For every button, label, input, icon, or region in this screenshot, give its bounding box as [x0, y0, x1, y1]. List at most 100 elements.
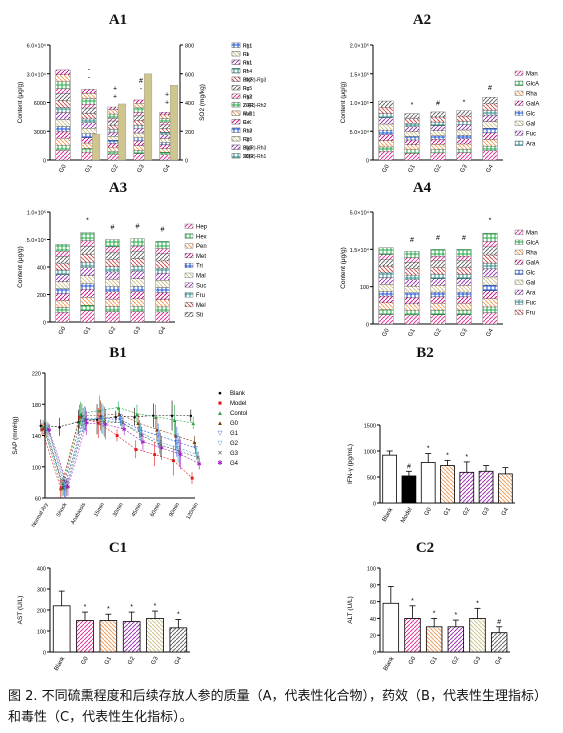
- a4-bar-segment: [456, 285, 472, 293]
- a4-legend-swatch: [514, 239, 524, 245]
- a1-bar-segment: [55, 145, 71, 151]
- a4-bar-segment: [378, 254, 394, 260]
- b2-x-tick-label: G4: [501, 506, 511, 517]
- a4-bar-segment: [456, 296, 472, 304]
- a4-bar-segment: [456, 291, 472, 297]
- a1-y-tick-label: 3.0×10⁴: [27, 71, 47, 78]
- a1-x-tick-label: G1: [85, 163, 95, 174]
- b1-legend-label: G4: [230, 461, 239, 467]
- a3-y-tick-label: 400: [37, 266, 46, 272]
- a1-y2-tick-label: 800: [185, 44, 194, 50]
- b2-x-tick-label: G1: [443, 506, 453, 517]
- a3-x-tick-label: G1: [83, 325, 93, 336]
- b2-annotation: *: [427, 446, 430, 453]
- c2-annotation: *: [454, 612, 457, 619]
- figure-caption: 图 2. 不同硫熏程度和后续存放人参的质量（A，代表性化合物），药效（B，代表性…: [8, 689, 547, 725]
- a1-legend-label: Rg1: [243, 44, 252, 50]
- a3-legend-label: Mel: [196, 303, 206, 309]
- b1-point: ✕: [177, 449, 182, 455]
- a1-legend-label: Rg2: [243, 95, 252, 101]
- a4-annotation: #: [462, 235, 466, 242]
- a4-bar-segment: [482, 262, 498, 269]
- a2-bar-segment: [404, 139, 420, 145]
- a3-bar-segment: [105, 279, 120, 287]
- a4-legend-swatch: [514, 309, 524, 315]
- a3-bar-segment: [80, 267, 95, 276]
- a3-bar-segment: [55, 251, 70, 257]
- a1-so2-bar: [143, 73, 153, 161]
- a4-y-tick-label: 1.5×10⁴: [350, 247, 370, 254]
- a4-bar-segment: [404, 303, 420, 311]
- b1-legend-label: Contol: [230, 411, 247, 417]
- a1-legend-swatch: [231, 102, 241, 108]
- a4-legend-label: Fuc: [526, 301, 536, 307]
- a3-bar-segment: [130, 265, 145, 272]
- c2-bar: [469, 618, 486, 653]
- b1-point: ■: [96, 421, 100, 427]
- a1-bar-segment: [55, 88, 71, 94]
- a4-bar-segment: [404, 257, 420, 263]
- b1-point: ■: [153, 452, 157, 458]
- a3-bar-segment: [130, 258, 145, 267]
- b1-series-line: [40, 415, 191, 428]
- a3-bar-segment: [55, 288, 70, 294]
- c1-bar: [99, 620, 118, 653]
- a2-y-tick-label: 0: [366, 159, 369, 165]
- a1-annotation: +: [113, 86, 117, 93]
- b1-point: ✱: [65, 484, 70, 491]
- c1-x-tick-label: Blank: [54, 655, 67, 672]
- a4-bar-segment: [456, 303, 472, 311]
- a1-annotation: +: [165, 99, 169, 106]
- b2-bar: [401, 475, 417, 504]
- c1-bar: [76, 620, 94, 653]
- b1-point: ✕: [102, 420, 107, 426]
- a2-bar-segment: [378, 130, 394, 135]
- a2-bar-segment: [430, 144, 446, 150]
- b1-point: ▽: [62, 486, 67, 492]
- a4-bar-segment: [482, 268, 498, 278]
- c1-bar: [146, 618, 164, 653]
- a2-bar-segment: [456, 124, 472, 131]
- c1-y-tick-label: 100: [37, 630, 46, 636]
- a4-bar-segment: [404, 292, 420, 298]
- a3-legend-label: Fru: [196, 293, 205, 299]
- b1-x-tick-label: 60min: [150, 502, 163, 518]
- a1-legend-swatch: [231, 59, 241, 65]
- a4-legend-swatch: [514, 289, 524, 295]
- a3-bar-segment: [155, 280, 170, 288]
- a1-bar-segment: [55, 119, 71, 127]
- a3-bar-segment: [105, 246, 120, 253]
- a4-x-tick-label: G0: [382, 327, 392, 338]
- b1-point: ✕: [64, 486, 69, 492]
- a1-y-tick-label: 6.0×10⁴: [27, 43, 47, 50]
- a2-legend-swatch: [514, 100, 524, 106]
- a2-bar-segment: [482, 150, 498, 161]
- a3-bar-segment: [155, 299, 170, 308]
- a1-legend-label: Rb1: [243, 61, 252, 67]
- a4-y-tick-label: 0: [366, 323, 369, 329]
- a1-legend-label: Z-R1: [243, 103, 254, 109]
- a1-x-tick-label: G4: [163, 163, 173, 174]
- b1-point: ■: [134, 447, 138, 453]
- c1-x-tick-label: G4: [174, 655, 184, 666]
- a2-bar-segment: [404, 113, 420, 119]
- a2-bar-segment: [482, 121, 498, 129]
- a1-legend-swatch: [231, 119, 241, 125]
- a4-bar-segment: [456, 255, 472, 261]
- b1-point: ▽: [100, 416, 105, 422]
- b1-point: ✕: [139, 434, 144, 440]
- c2-x-tick-label: G3: [473, 655, 483, 666]
- a3-bar-segment: [155, 267, 170, 274]
- a1-bar-segment: [55, 126, 71, 132]
- a2-bar-segment: [430, 111, 446, 118]
- c2-y-tick-label: 80: [370, 583, 376, 589]
- b1-point: ▲: [79, 414, 85, 420]
- a3-bar-segment: [155, 292, 170, 300]
- a4-bar-segment: [378, 291, 394, 297]
- b1-point: ✕: [45, 427, 50, 433]
- a1-bar-segment: [55, 81, 71, 89]
- a4-legend-label: GalA: [526, 261, 539, 267]
- a3-bar-segment: [130, 291, 145, 300]
- b2-bar: [478, 470, 494, 504]
